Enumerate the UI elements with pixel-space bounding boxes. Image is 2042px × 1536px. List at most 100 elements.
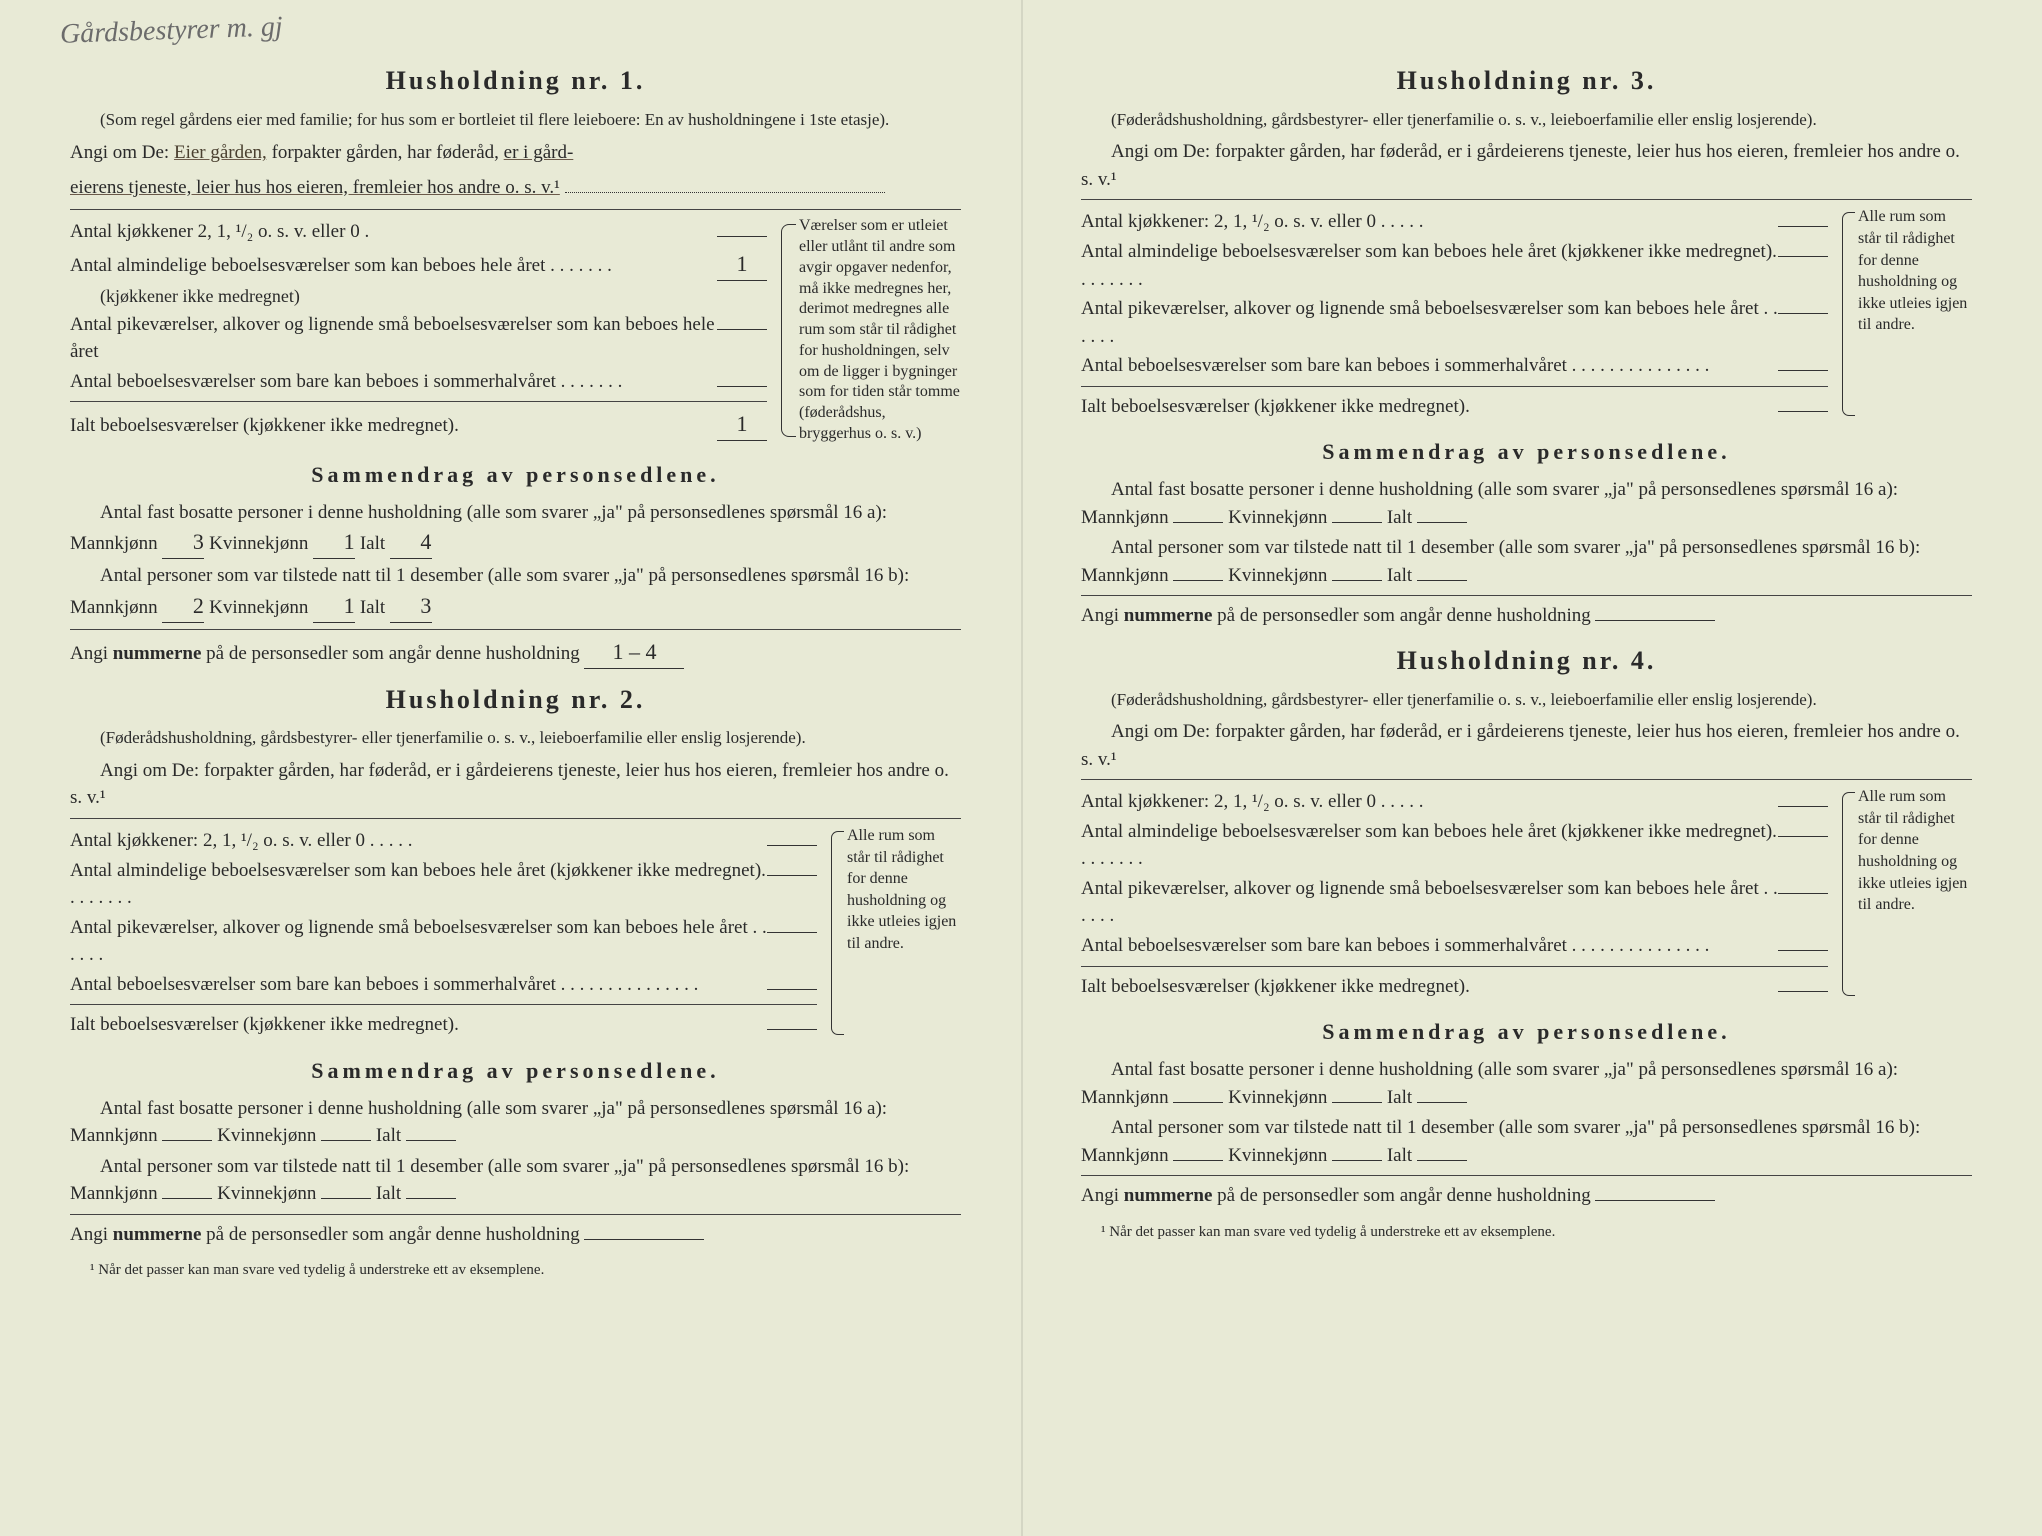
h3-pike: Antal pikeværelser, alkover og lignende …	[1081, 295, 1828, 350]
h4-sum-b-ialt	[1417, 1160, 1467, 1161]
h3-sum-b-pre: Antal personer som var tilstede natt til…	[1081, 537, 1920, 586]
h4-sum-b-kvl: Kvinnekjønn	[1228, 1145, 1327, 1166]
h2-sum-a-kv	[321, 1140, 371, 1141]
h4-rule3	[1081, 1175, 1972, 1176]
h4-sum-a-ialt	[1417, 1102, 1467, 1103]
h2-sum-a-mann	[162, 1140, 212, 1141]
h2-pike: Antal pikeværelser, alkover og lignende …	[70, 914, 817, 969]
h4-intro: (Føderådshusholdning, gårdsbestyrer- ell…	[1081, 688, 1972, 713]
h2-kjokkener: Antal kjøkkener: 2, 1, ¹/₂ o. s. v. elle…	[70, 827, 817, 855]
h3-ialt-val	[1778, 411, 1828, 412]
right-footnote: ¹ Når det passer kan man svare ved tydel…	[1081, 1222, 1972, 1244]
h1-almindelige-sub: (kjøkkener ikke medregnet)	[70, 283, 767, 309]
h2-sum-a-kvl: Kvinnekjønn	[217, 1125, 316, 1146]
h1-ialt-val: 1	[717, 408, 767, 441]
h1-sum-b-ialt: 3	[390, 590, 432, 623]
h2-rule3	[70, 1214, 961, 1215]
h4-kjokkener: Antal kjøkkener: 2, 1, ¹/₂ o. s. v. elle…	[1081, 788, 1828, 816]
h4-ialt-label: Ialt beboelsesværelser (kjøkkener ikke m…	[1081, 973, 1778, 1001]
h3-sommer: Antal beboelsesværelser som bare kan beb…	[1081, 352, 1828, 380]
h2-nummer: Angi nummerne på de personsedler som ang…	[70, 1221, 961, 1249]
h4-kjokkener-val	[1778, 806, 1828, 807]
h2-sum-a-ialt	[406, 1140, 456, 1141]
h1-sum-b-ial: Ialt	[360, 597, 385, 618]
h1-almindelige: Antal almindelige beboelsesværelser som …	[70, 248, 767, 281]
h2-sum-b: Antal personer som var tilstede natt til…	[70, 1153, 961, 1208]
h1-sum-a-kvl: Kvinnekjønn	[209, 533, 308, 554]
h1-angi: Angi om De: Eier gården, forpakter gårde…	[70, 138, 961, 168]
h3-sum-a-kvl: Kvinnekjønn	[1228, 507, 1327, 528]
h1-angi-line2: eierens tjeneste, leier hus hos eieren, …	[70, 173, 961, 203]
h1-rooms: Antal kjøkkener 2, 1, ¹/₂ o. s. v. eller…	[70, 216, 961, 445]
h2-rooms: Antal kjøkkener: 2, 1, ¹/₂ o. s. v. elle…	[70, 825, 961, 1041]
h4-almindelige-label: Antal almindelige beboelsesværelser som …	[1081, 818, 1778, 873]
h1-pike: Antal pikeværelser, alkover og lignende …	[70, 311, 767, 366]
h2-pike-val	[767, 932, 817, 933]
h4-nummer: Angi nummerne på de personsedler som ang…	[1081, 1182, 1972, 1210]
h1-almindelige-val: 1	[717, 248, 767, 281]
h2-nummer-label: Angi nummerne på de personsedler som ang…	[70, 1224, 580, 1245]
h4-rule	[1081, 779, 1972, 780]
h3-sidebar: Alle rum som står til rådighet for denne…	[1842, 206, 1972, 422]
h1-ialt: Ialt beboelsesværelser (kjøkkener ikke m…	[70, 408, 767, 441]
h4-ialt-val	[1778, 991, 1828, 992]
h4-pike-val	[1778, 893, 1828, 894]
h3-kjokkener-label: Antal kjøkkener: 2, 1, ¹/₂ o. s. v. elle…	[1081, 208, 1778, 236]
h1-sum-a: Antal fast bosatte personer i denne hush…	[70, 499, 961, 559]
h3-rule	[1081, 199, 1972, 200]
h4-angi: Angi om De: forpakter gården, har føderå…	[1081, 718, 1972, 773]
h2-sidebar: Alle rum som står til rådighet for denne…	[831, 825, 961, 1041]
h3-sum-b-ial: Ialt	[1387, 565, 1412, 586]
h4-summary-title: Sammendrag av personsedlene.	[1081, 1016, 1972, 1048]
h2-sum-b-kvl: Kvinnekjønn	[217, 1183, 316, 1204]
h3-sum-a-kv	[1332, 522, 1382, 523]
h4-sum-b: Antal personer som var tilstede natt til…	[1081, 1114, 1972, 1169]
h2-sommer: Antal beboelsesværelser som bare kan beb…	[70, 971, 817, 999]
h1-intro: (Som regel gårdens eier med familie; for…	[70, 108, 961, 133]
h2-sum-b-pre: Antal personer som var tilstede natt til…	[70, 1156, 909, 1205]
h4-sidebar: Alle rum som står til rådighet for denne…	[1842, 786, 1972, 1002]
h1-sommer-val	[717, 386, 767, 387]
h1-rule3	[70, 629, 961, 630]
h1-sum-a-ial: Ialt	[360, 533, 385, 554]
right-page: Husholdning nr. 3. (Føderådshusholdning,…	[1051, 30, 2002, 1506]
h2-ialt-label: Ialt beboelsesværelser (kjøkkener ikke m…	[70, 1011, 767, 1039]
h3-rooms: Antal kjøkkener: 2, 1, ¹/₂ o. s. v. elle…	[1081, 206, 1972, 422]
h4-sum-b-kv	[1332, 1160, 1382, 1161]
h2-rule	[70, 818, 961, 819]
h2-ialt: Ialt beboelsesværelser (kjøkkener ikke m…	[70, 1011, 817, 1039]
h1-rule	[70, 209, 961, 210]
h4-sum-b-mann	[1173, 1160, 1223, 1161]
h4-nummer-label: Angi nummerne på de personsedler som ang…	[1081, 1185, 1591, 1206]
h2-title: Husholdning nr. 2.	[70, 681, 961, 719]
h3-title: Husholdning nr. 3.	[1081, 62, 1972, 100]
h3-sum-a-ial: Ialt	[1387, 507, 1412, 528]
h2-intro: (Føderådshusholdning, gårdsbestyrer- ell…	[70, 726, 961, 751]
left-footnote: ¹ Når det passer kan man svare ved tydel…	[70, 1260, 961, 1282]
h4-rule2	[1081, 966, 1828, 967]
h4-sum-b-ial: Ialt	[1387, 1145, 1412, 1166]
h3-nummer-label: Angi nummerne på de personsedler som ang…	[1081, 605, 1591, 626]
h4-room-lines: Antal kjøkkener: 2, 1, ¹/₂ o. s. v. elle…	[1081, 786, 1828, 1002]
h3-rule2	[1081, 386, 1828, 387]
h1-sum-b-mann: 2	[162, 590, 204, 623]
h4-sum-a-ial: Ialt	[1387, 1087, 1412, 1108]
h3-ialt: Ialt beboelsesværelser (kjøkkener ikke m…	[1081, 393, 1828, 421]
h1-rule2	[70, 401, 767, 402]
left-page: Husholdning nr. 1. (Som regel gårdens ei…	[40, 30, 991, 1506]
h2-sum-b-ialt	[406, 1198, 456, 1199]
h1-pike-val	[717, 329, 767, 330]
h2-sommer-label: Antal beboelsesværelser som bare kan beb…	[70, 971, 767, 999]
h1-sum-b-kv: 1	[313, 590, 355, 623]
h4-sommer-val	[1778, 950, 1828, 951]
h4-sum-a-kv	[1332, 1102, 1382, 1103]
h4-sum-b-pre: Antal personer som var tilstede natt til…	[1081, 1117, 1920, 1166]
h1-nummer-val: 1 – 4	[584, 636, 684, 669]
h1-title: Husholdning nr. 1.	[70, 62, 961, 100]
h3-rule3	[1081, 595, 1972, 596]
h2-almindelige-val	[767, 875, 817, 876]
h3-kjokkener-val	[1778, 226, 1828, 227]
h3-sum-b: Antal personer som var tilstede natt til…	[1081, 534, 1972, 589]
h3-sommer-label: Antal beboelsesværelser som bare kan beb…	[1081, 352, 1778, 380]
h2-nummer-val	[584, 1239, 704, 1240]
